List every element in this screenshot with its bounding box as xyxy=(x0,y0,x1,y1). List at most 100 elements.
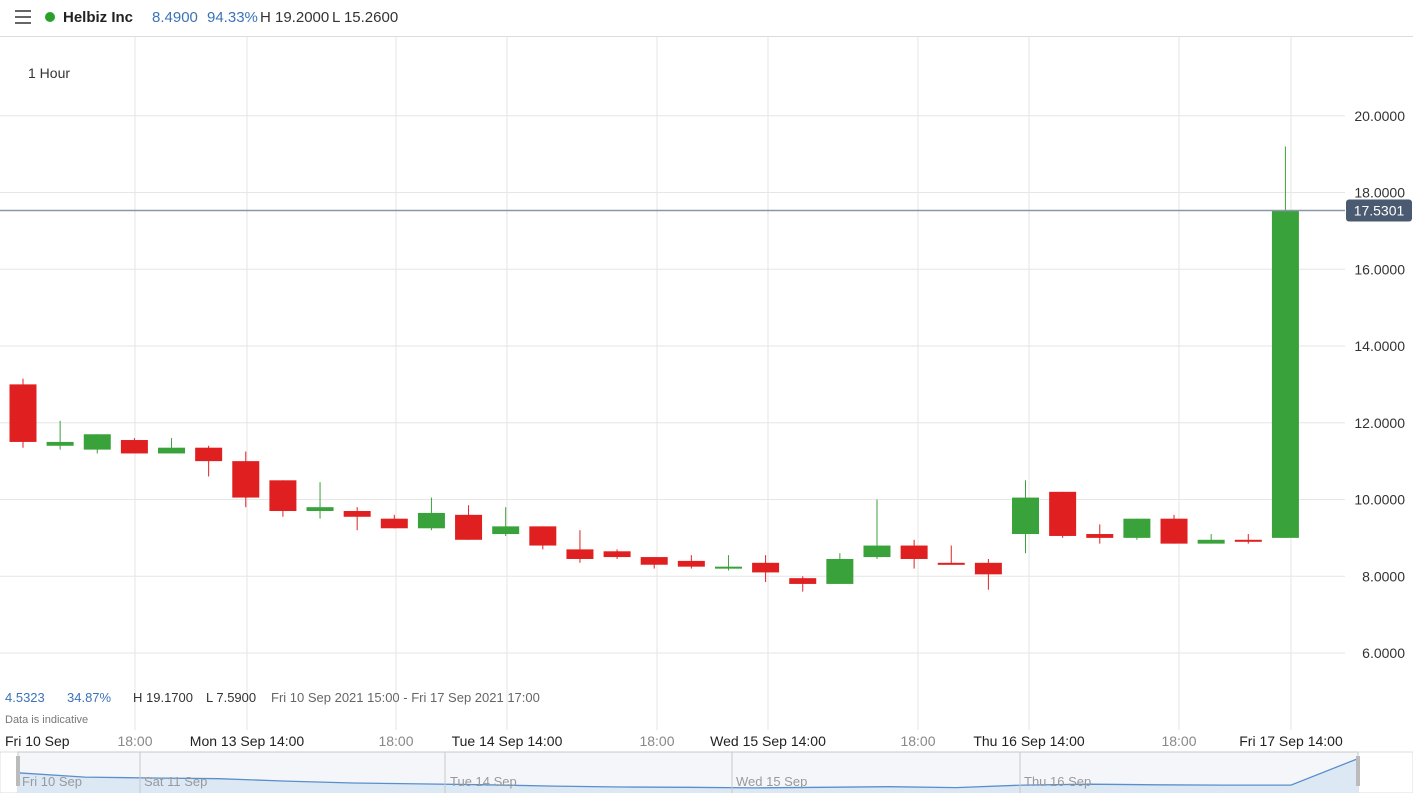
candle xyxy=(455,505,483,540)
candle-body xyxy=(1012,497,1040,535)
x-tick-label: Mon 13 Sep 14:00 xyxy=(190,733,305,749)
candle-body xyxy=(1234,539,1262,542)
candle-body xyxy=(9,384,37,442)
candle-body xyxy=(789,578,817,584)
candle-body xyxy=(1160,518,1188,544)
change-percent: 94.33% xyxy=(207,9,258,26)
candle-body xyxy=(714,566,742,569)
range-change-percent: 34.87% xyxy=(67,690,112,705)
navigator-left-handle[interactable] xyxy=(16,756,20,786)
y-tick-label: 10.0000 xyxy=(1354,492,1405,508)
candle xyxy=(640,557,668,569)
candle-body xyxy=(937,562,965,565)
candle xyxy=(195,445,223,477)
candle-body xyxy=(83,434,111,450)
range-change: 4.5323 xyxy=(5,690,45,705)
x-tick-label: 18:00 xyxy=(639,733,674,749)
instrument-name: Helbiz Inc xyxy=(63,9,134,26)
x-tick-label: 18:00 xyxy=(378,733,413,749)
candle xyxy=(974,558,1002,590)
y-tick-label: 8.0000 xyxy=(1362,568,1405,584)
navigator-label: Thu 16 Sep xyxy=(1024,774,1091,789)
candle xyxy=(937,545,965,565)
candle xyxy=(269,480,297,517)
candle xyxy=(752,555,780,583)
navigator-line xyxy=(17,757,1359,789)
candle xyxy=(417,497,445,531)
candle-body xyxy=(269,480,297,512)
x-tick-label: Tue 14 Sep 14:00 xyxy=(452,733,563,749)
candle xyxy=(789,576,817,592)
candle xyxy=(603,549,631,559)
candle xyxy=(566,530,594,563)
candle xyxy=(1160,514,1188,544)
candle xyxy=(677,555,705,569)
x-tick-label: 18:00 xyxy=(117,733,152,749)
candle-body xyxy=(492,526,520,535)
range-summary: 4.5323 34.87% H 19.1700 L 7.5900 Fri 10 … xyxy=(0,690,1000,708)
current-price-marker: 17.5301 xyxy=(0,199,1412,222)
data-disclaimer: Data is indicative xyxy=(5,714,89,726)
current-price-tag xyxy=(1346,199,1412,222)
candle-body xyxy=(158,447,186,454)
menu-icon[interactable] xyxy=(15,10,31,24)
candle-body xyxy=(566,549,594,559)
candle xyxy=(83,434,111,454)
candle xyxy=(1012,480,1040,554)
candle xyxy=(1271,146,1299,538)
candle xyxy=(232,451,260,508)
candle xyxy=(714,555,742,571)
range-dates: Fri 10 Sep 2021 15:00 - Fri 17 Sep 2021 … xyxy=(271,690,540,705)
x-tick-label: Wed 15 Sep 14:00 xyxy=(710,733,826,749)
candle xyxy=(826,553,854,584)
navigator-chart: Fri 10 Sep Sat 11 Sep Tue 14 Sep Wed 15 Sep… xyxy=(0,751,1413,793)
candle-body xyxy=(417,512,445,529)
candle xyxy=(380,514,408,529)
candle-body xyxy=(1197,539,1225,544)
navigator-right-handle[interactable] xyxy=(1356,756,1360,786)
navigator-label: Sat 11 Sep xyxy=(144,774,207,789)
candle-body xyxy=(343,511,371,517)
candle-body xyxy=(677,560,705,567)
candle-body xyxy=(863,545,891,558)
y-axis: 6.0000 8.0000 10.0000 12.0000 14.0000 16.0000… xyxy=(1354,108,1405,661)
candle xyxy=(863,499,891,559)
candle xyxy=(306,482,334,519)
candle xyxy=(1049,491,1077,538)
navigator-label: Wed 15 Sep xyxy=(736,774,807,789)
candles xyxy=(9,146,1299,592)
candle-body xyxy=(306,507,334,512)
candle xyxy=(1123,518,1151,540)
navigator-label: Fri 10 Sep xyxy=(22,774,82,789)
y-tick-label: 12.0000 xyxy=(1354,415,1405,431)
candle xyxy=(529,526,557,550)
y-tick-label: 16.0000 xyxy=(1354,261,1405,277)
current-price-label: 17.5301 xyxy=(1354,203,1405,219)
candle-body xyxy=(1086,534,1114,538)
candle-body xyxy=(232,461,260,498)
candle-body xyxy=(1271,210,1299,538)
candle-body xyxy=(752,562,780,573)
horizontal-gridlines xyxy=(0,115,1345,654)
last-price: 8.4900 xyxy=(152,9,198,26)
day-high: H 19.2000 xyxy=(260,9,330,26)
candle-body xyxy=(120,440,148,454)
candle-body xyxy=(900,545,928,559)
vertical-gridlines xyxy=(134,37,1292,730)
candle-body xyxy=(826,558,854,584)
candle xyxy=(900,539,928,569)
candle-body xyxy=(195,447,223,462)
candle-body xyxy=(1049,491,1077,536)
candle-body xyxy=(529,526,557,546)
navigator-label: Tue 14 Sep xyxy=(450,774,517,789)
candle xyxy=(1086,524,1114,544)
y-tick-label: 14.0000 xyxy=(1354,338,1405,354)
candle xyxy=(1234,534,1262,544)
x-tick-label: Fri 10 Sep xyxy=(5,733,70,749)
candle xyxy=(343,507,371,531)
y-tick-label: 20.0000 xyxy=(1354,108,1405,124)
interval-selector[interactable]: 1 Hour xyxy=(28,65,71,81)
candle xyxy=(9,378,37,448)
x-tick-label: Fri 17 Sep 14:00 xyxy=(1239,733,1343,749)
